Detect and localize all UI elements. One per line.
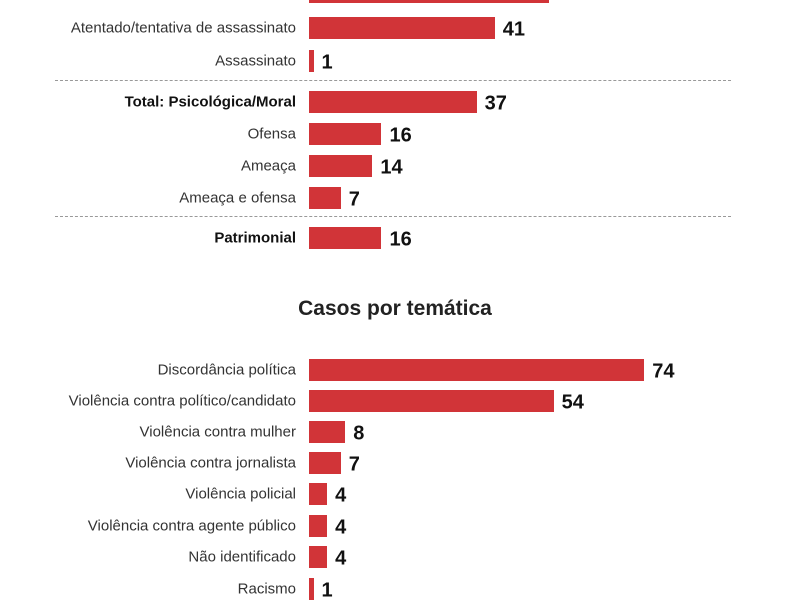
category-label: Assassinato <box>215 52 296 70</box>
value-label: 1 <box>321 51 333 74</box>
separator-line <box>55 216 731 217</box>
bar <box>309 0 550 3</box>
bar <box>309 390 554 412</box>
bar <box>309 452 341 474</box>
value-label: 54 <box>561 391 584 414</box>
bar <box>309 50 314 72</box>
bar <box>309 123 382 145</box>
value-label: 1 <box>321 579 333 602</box>
value-label: 16 <box>389 228 412 251</box>
bar <box>309 155 373 177</box>
category-label: Ofensa <box>247 125 296 143</box>
bar <box>309 91 477 113</box>
value-label: 53 <box>557 0 579 6</box>
value-label: 7 <box>348 188 360 211</box>
separator-line <box>55 80 731 81</box>
bar <box>309 421 346 443</box>
category-label: Racismo <box>237 580 296 598</box>
bar <box>309 17 495 39</box>
category-label: Violência contra jornalista <box>125 454 296 472</box>
value-label: 74 <box>652 360 675 383</box>
category-label: Ameaça <box>240 157 296 175</box>
category-label: Patrimonial <box>214 229 296 247</box>
value-label: 14 <box>380 156 403 179</box>
value-label: 4 <box>335 484 347 507</box>
category-label: Atentado/tentativa de assassinato <box>70 19 296 37</box>
category-label: Não identificado <box>188 548 296 566</box>
category-label: Ameaça e ofensa <box>179 189 296 207</box>
value-label: 7 <box>348 453 360 476</box>
value-label: 37 <box>484 92 507 115</box>
bar <box>309 359 645 381</box>
category-label: Agressão <box>233 0 296 1</box>
category-label: Total: Psicológica/Moral <box>124 93 296 111</box>
value-label: 4 <box>335 516 347 539</box>
category-label: Violência contra mulher <box>139 423 296 441</box>
bar <box>309 187 341 209</box>
category-label: Violência contra político/candidato <box>68 392 296 410</box>
category-label: Violência contra agente público <box>87 517 296 535</box>
bar <box>309 227 382 249</box>
chart-title: Casos por temática <box>298 297 492 320</box>
bar <box>309 483 328 505</box>
value-label: 41 <box>502 18 525 41</box>
bar <box>309 578 314 600</box>
bar <box>309 515 328 537</box>
bar <box>309 546 328 568</box>
value-label: 16 <box>389 124 412 147</box>
category-label: Violência policial <box>185 485 296 503</box>
category-label: Discordância política <box>157 361 296 379</box>
value-label: 4 <box>335 547 347 570</box>
value-label: 8 <box>353 422 365 445</box>
